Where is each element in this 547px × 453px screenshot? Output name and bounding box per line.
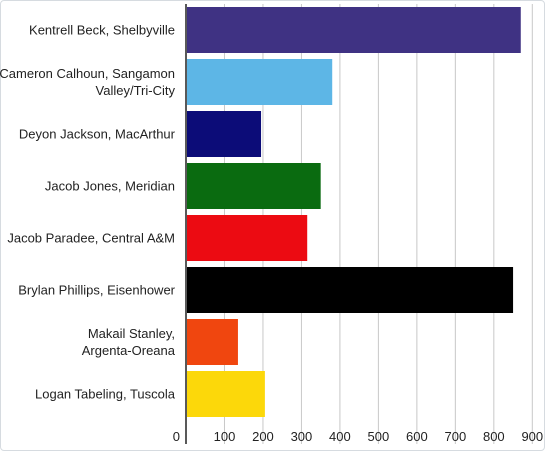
x-tick-label-400: 400	[329, 429, 351, 444]
category-label-0: Kentrell Beck, Shelbyville	[29, 23, 175, 38]
x-axis-ticks: 0 100 200 300 400 500 600 700 800 900	[173, 429, 543, 444]
x-tick-label-600: 600	[406, 429, 428, 444]
bars	[187, 7, 521, 417]
grid-lines	[223, 4, 533, 444]
x-tick-label-800: 800	[483, 429, 505, 444]
x-tick-label-700: 700	[444, 429, 466, 444]
bar-5[interactable]	[187, 267, 514, 313]
bar-0[interactable]	[187, 7, 521, 53]
category-label-2: Deyon Jackson, MacArthur	[19, 127, 176, 142]
x-tick-label-0: 0	[173, 429, 180, 444]
category-label-6: Makail Stanley, Argenta-Oreana	[82, 326, 176, 358]
x-tick-label-500: 500	[368, 429, 390, 444]
bar-7[interactable]	[187, 371, 265, 417]
bar-3[interactable]	[187, 163, 321, 209]
category-labels: Kentrell Beck, Shelbyville Cameron Calhou…	[0, 23, 176, 402]
x-tick-label-200: 200	[252, 429, 274, 444]
bar-4[interactable]	[187, 215, 308, 261]
x-tick-label-100: 100	[214, 429, 236, 444]
bar-2[interactable]	[187, 111, 262, 157]
x-tick-label-300: 300	[291, 429, 313, 444]
category-label-7: Logan Tabeling, Tuscola	[35, 387, 176, 402]
x-tick-label-900: 900	[521, 429, 543, 444]
bar-1[interactable]	[187, 59, 333, 105]
category-label-5: Brylan Phillips, Eisenhower	[18, 283, 175, 298]
category-label-4: Jacob Paradee, Central A&M	[7, 231, 175, 246]
category-label-3: Jacob Jones, Meridian	[45, 179, 175, 194]
bar-6[interactable]	[187, 319, 238, 365]
category-label-1: Cameron Calhoun, Sangamon Valley/Tri-City	[0, 66, 175, 98]
